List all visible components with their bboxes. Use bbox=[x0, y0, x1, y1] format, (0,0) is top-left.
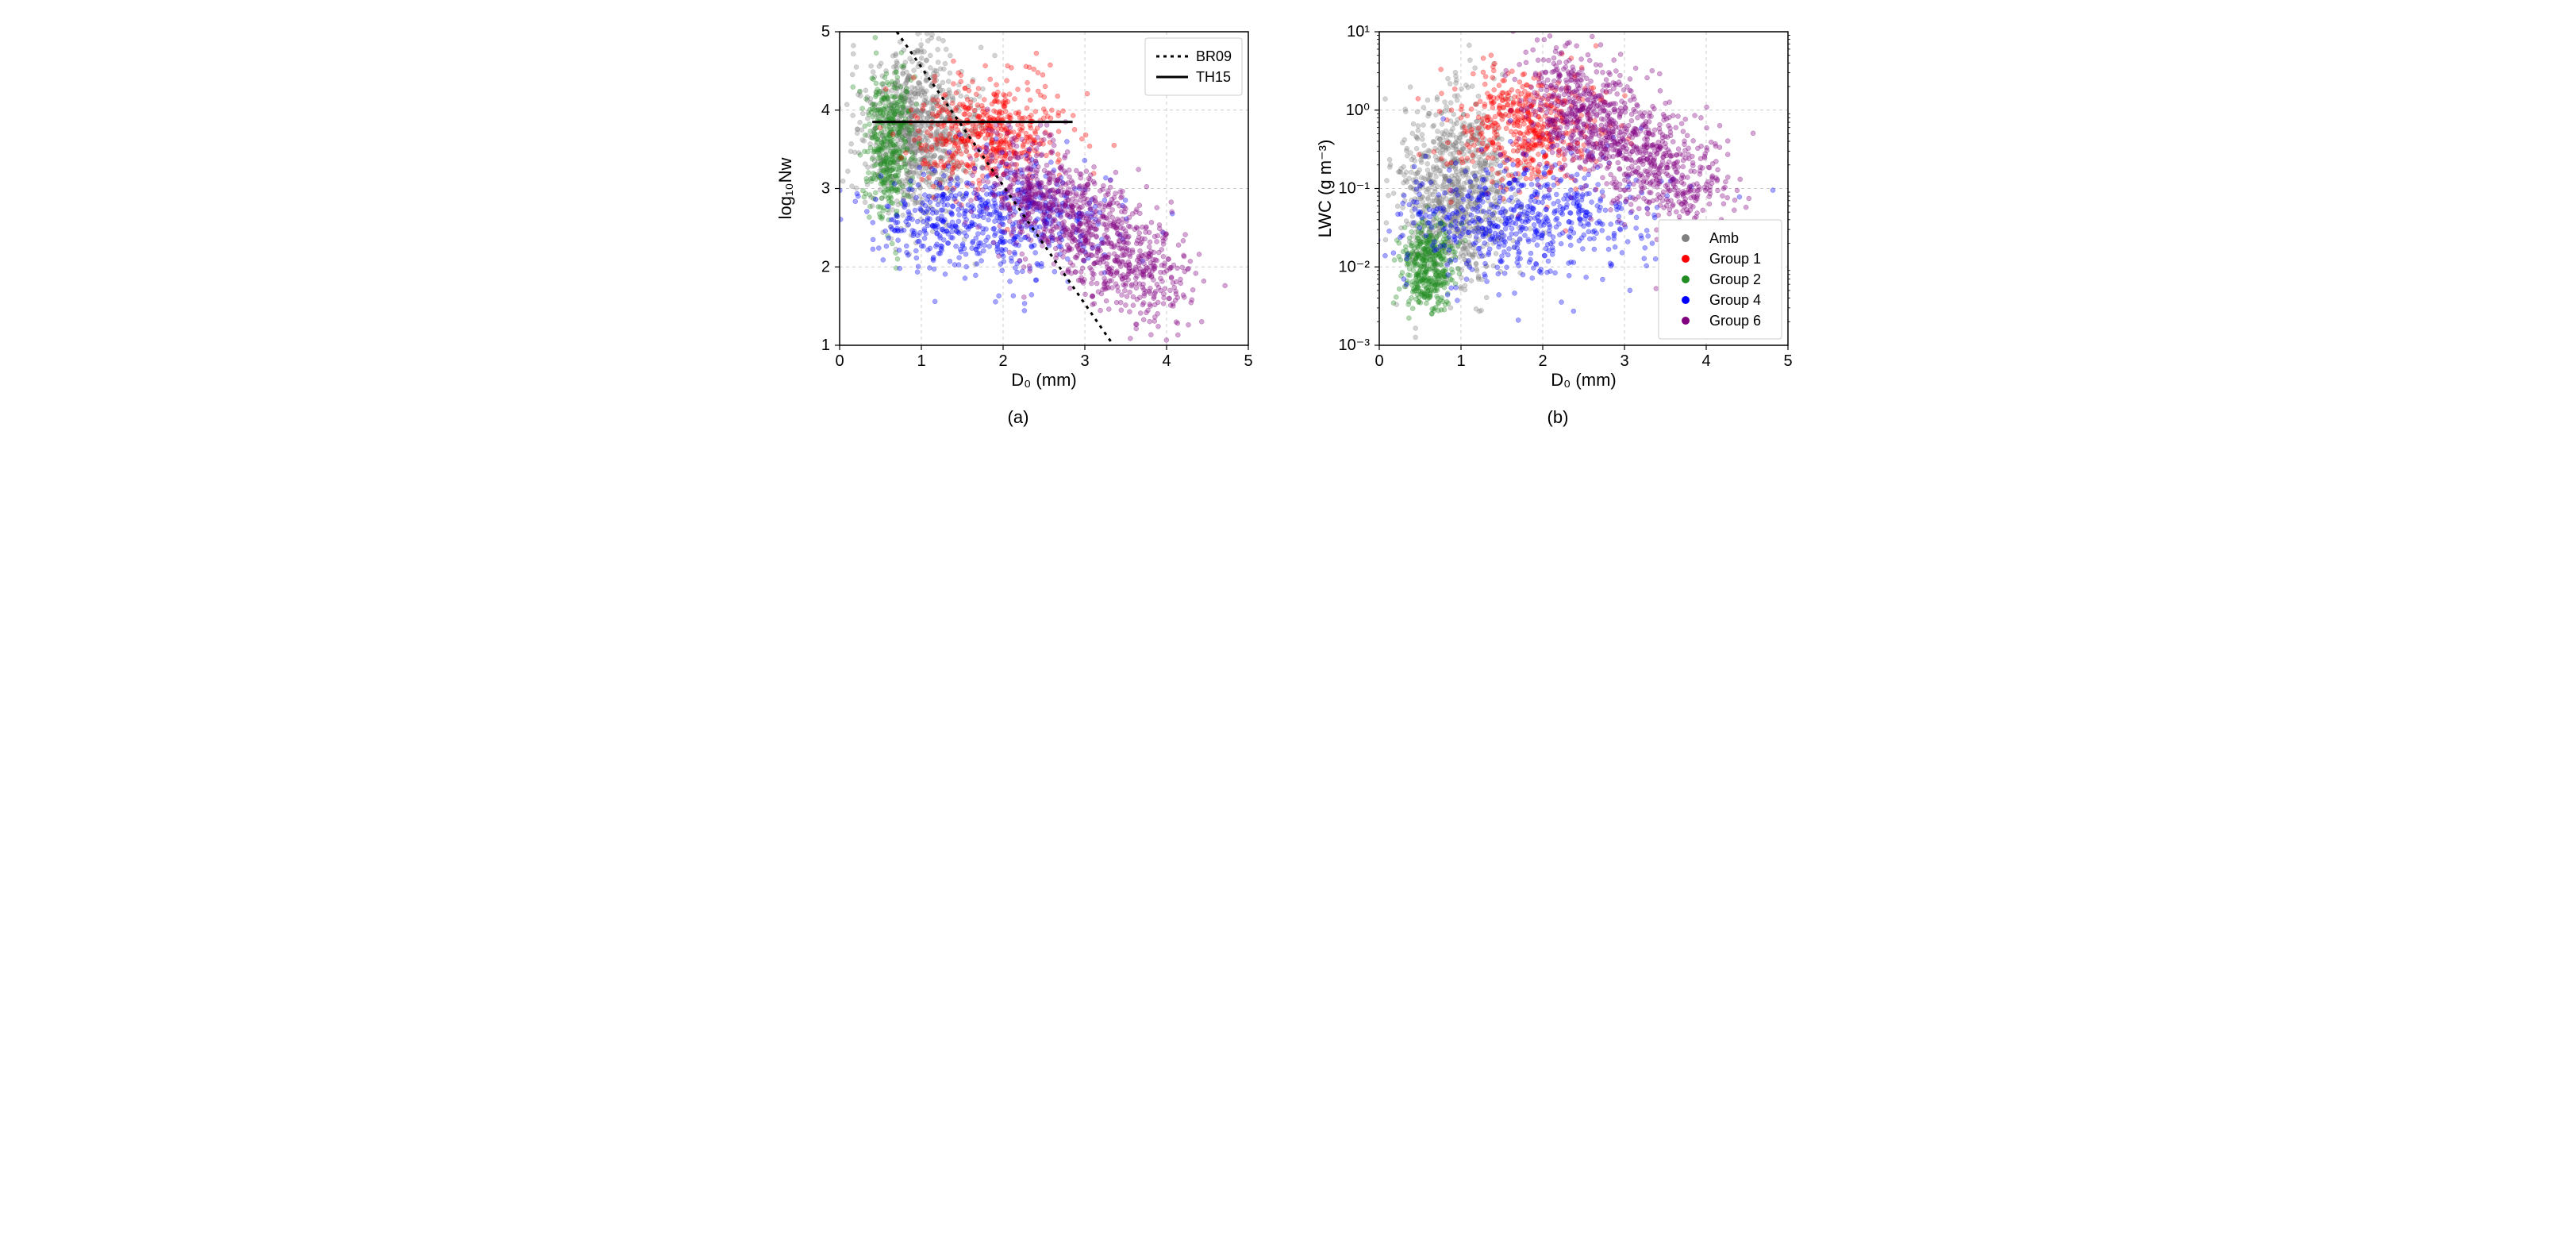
svg-text:10⁰: 10⁰ bbox=[1346, 102, 1370, 119]
svg-text:3: 3 bbox=[1620, 352, 1628, 370]
figure-container: 01234512345D₀ (mm)log₁₀NwBR09TH15 (a) 01… bbox=[16, 16, 2560, 428]
svg-text:D₀ (mm): D₀ (mm) bbox=[1011, 370, 1076, 390]
svg-text:5: 5 bbox=[1783, 352, 1792, 370]
svg-text:BR09: BR09 bbox=[1196, 48, 1232, 64]
plot-area-b: 01234510⁻³10⁻²10⁻¹10⁰10¹D₀ (mm)LWC (g m⁻… bbox=[1312, 16, 1804, 401]
svg-text:1: 1 bbox=[917, 352, 925, 370]
svg-text:10⁻²: 10⁻² bbox=[1339, 258, 1371, 275]
svg-text:4: 4 bbox=[1701, 352, 1710, 370]
scatter-chart-a: 01234512345D₀ (mm)log₁₀NwBR09TH15 bbox=[772, 16, 1264, 397]
svg-text:3: 3 bbox=[1080, 352, 1089, 370]
svg-text:4: 4 bbox=[821, 102, 830, 119]
svg-text:5: 5 bbox=[1244, 352, 1252, 370]
legend: AmbGroup 1Group 2Group 4Group 6 bbox=[1659, 220, 1782, 339]
svg-text:1: 1 bbox=[1456, 352, 1465, 370]
svg-text:10⁻³: 10⁻³ bbox=[1339, 337, 1371, 354]
plot-area-a: 01234512345D₀ (mm)log₁₀NwBR09TH15 bbox=[772, 16, 1264, 401]
svg-text:5: 5 bbox=[821, 23, 830, 40]
svg-text:2: 2 bbox=[1538, 352, 1547, 370]
subplot-label-a: (a) bbox=[1008, 407, 1029, 428]
svg-text:10¹: 10¹ bbox=[1347, 23, 1370, 40]
scatter-chart-b: 01234510⁻³10⁻²10⁻¹10⁰10¹D₀ (mm)LWC (g m⁻… bbox=[1312, 16, 1804, 397]
svg-text:4: 4 bbox=[1162, 352, 1171, 370]
svg-text:0: 0 bbox=[835, 352, 844, 370]
svg-text:1: 1 bbox=[821, 337, 830, 354]
subplot-a: 01234512345D₀ (mm)log₁₀NwBR09TH15 (a) bbox=[772, 16, 1264, 428]
svg-text:log₁₀Nw: log₁₀Nw bbox=[775, 158, 795, 220]
svg-text:10⁻¹: 10⁻¹ bbox=[1339, 180, 1371, 198]
svg-text:2: 2 bbox=[998, 352, 1007, 370]
subplot-b: 01234510⁻³10⁻²10⁻¹10⁰10¹D₀ (mm)LWC (g m⁻… bbox=[1312, 16, 1804, 428]
svg-text:2: 2 bbox=[821, 258, 830, 275]
svg-text:3: 3 bbox=[821, 180, 830, 198]
svg-text:0: 0 bbox=[1375, 352, 1383, 370]
svg-text:TH15: TH15 bbox=[1196, 69, 1231, 85]
subplot-label-b: (b) bbox=[1548, 407, 1569, 428]
legend: BR09 TH15 bbox=[1145, 38, 1242, 95]
